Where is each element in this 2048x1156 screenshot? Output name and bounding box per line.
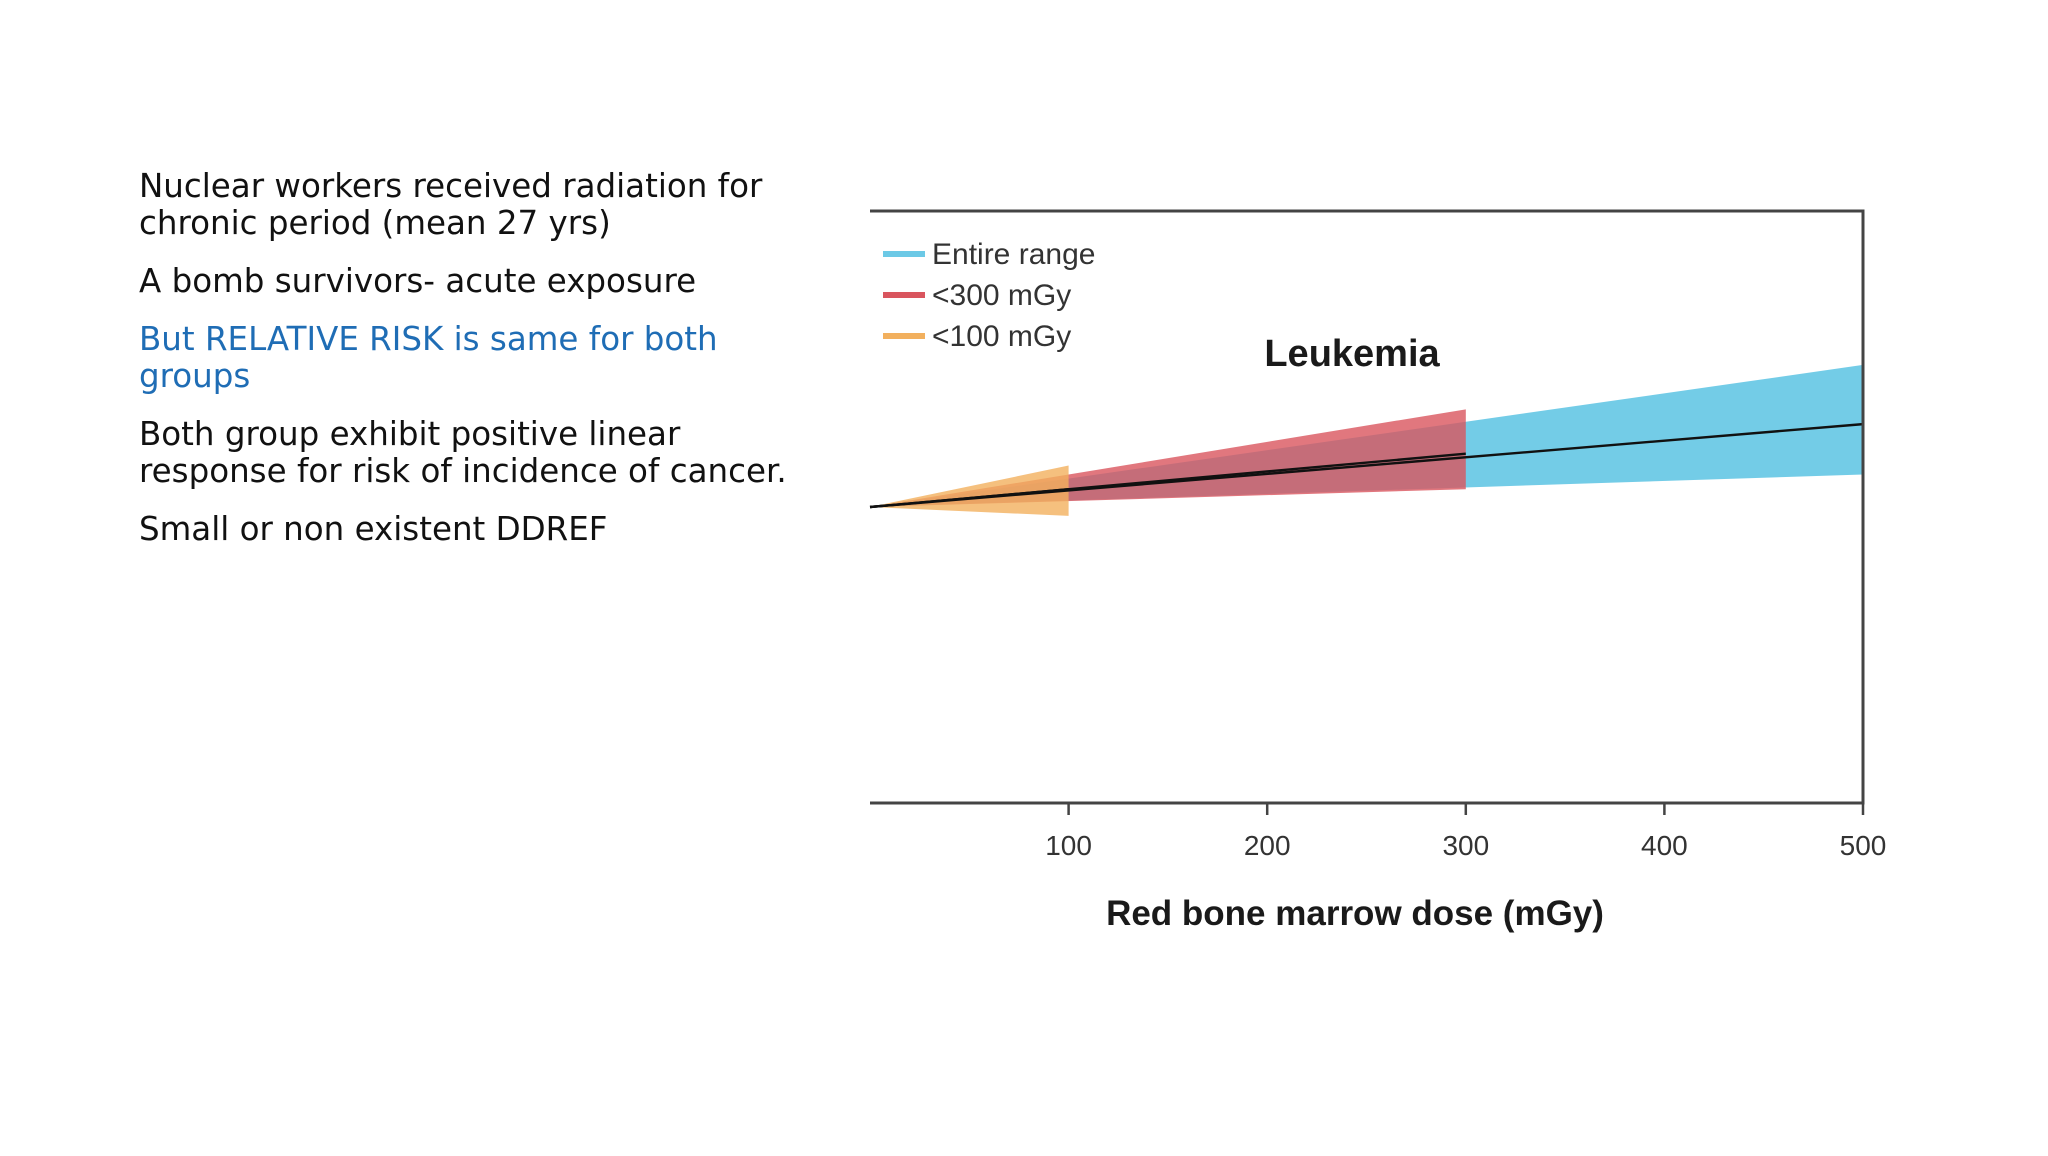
bullet-1: Nuclear workers received radiation for c… xyxy=(139,167,763,242)
legend-label: <100 mGy xyxy=(932,320,1071,353)
central-lines xyxy=(869,422,1864,509)
x-tick-label-200: 200 xyxy=(1244,830,1291,861)
plot-frame xyxy=(870,209,1865,805)
bullet-list: Nuclear workers received radiation for c… xyxy=(139,168,799,569)
legend: Entire range <300 mGy <100 mGy xyxy=(883,238,1095,353)
x-tick-label-300: 300 xyxy=(1442,830,1489,861)
bullet-2: A bomb survivors- acute exposure xyxy=(139,262,697,300)
legend-label: Entire range xyxy=(932,238,1095,271)
x-tick-label-100: 100 xyxy=(1045,830,1092,861)
chart-title: Leukemia xyxy=(1264,333,1440,375)
x-axis-label: Red bone marrow dose (mGy) xyxy=(1106,894,1604,933)
bullet-3-highlight: But RELATIVE RISK is same for both group… xyxy=(139,320,718,395)
x-tick-label-500: 500 xyxy=(1840,830,1887,861)
bullet-5: Small or non existent DDREF xyxy=(139,510,608,548)
central-line--100-mgy xyxy=(869,488,1069,509)
axes xyxy=(870,209,1865,805)
x-tick-label-400: 400 xyxy=(1641,830,1688,861)
x-ticks: 100 200 300 400 500 xyxy=(1045,803,1886,861)
legend-label: <300 mGy xyxy=(932,279,1071,312)
bullet-4: Both group exhibit positive linear respo… xyxy=(139,415,787,490)
